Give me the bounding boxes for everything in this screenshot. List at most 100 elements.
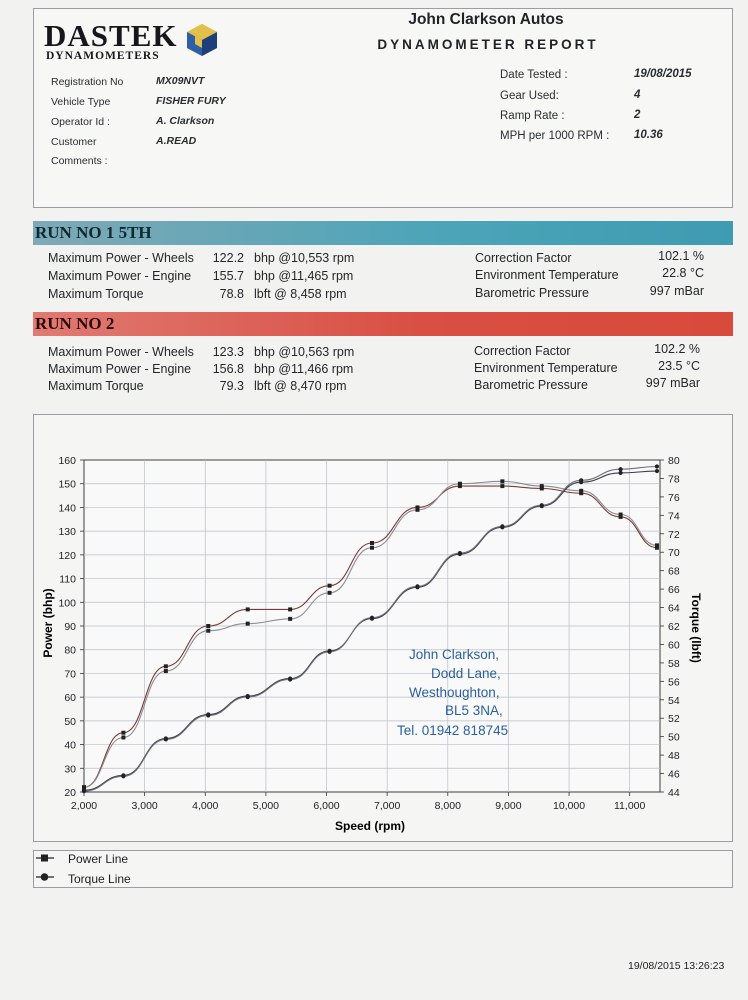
field-label: Vehicle Type <box>51 96 111 108</box>
header-panel <box>33 8 733 208</box>
y-tick-label: 60 <box>64 692 76 704</box>
run2-value: 123.3 <box>212 345 244 359</box>
ramp-rate-value: 2 <box>634 109 641 121</box>
customer-value: A.READ <box>156 135 197 147</box>
run1-label: Maximum Power - Wheels <box>48 251 194 265</box>
run2-unit: lbft @ 8,470 rpm <box>254 379 347 393</box>
y-tick-label: 90 <box>64 621 76 633</box>
torque-line-run-2-point <box>539 503 544 508</box>
y2-tick-label: 74 <box>668 510 680 522</box>
y2-tick-label: 60 <box>668 639 680 651</box>
vehicle-type-value: FISHER FURY <box>156 95 226 107</box>
date-tested-value: 19/08/2015 <box>634 68 692 80</box>
run2-value: 79.3 <box>219 379 244 393</box>
power-line-run-1-point <box>163 664 168 669</box>
power-line-run-1-point <box>415 505 420 510</box>
legend-torque-line: Torque Line <box>68 872 131 886</box>
power-line-run-1-point <box>327 583 332 588</box>
y-tick-label: 80 <box>64 645 76 657</box>
torque-line-run-1-point <box>654 468 660 474</box>
y2-tick-label: 64 <box>668 603 680 615</box>
x-tick-label: 3,000 <box>131 800 157 812</box>
run1-unit: bhp @10,553 rpm <box>254 251 355 265</box>
power-line-run-1-point <box>121 730 126 735</box>
run2-unit: bhp @10,563 rpm <box>254 345 355 359</box>
field-label: Registration No <box>51 76 124 88</box>
mph-per-1000-value: 10.36 <box>634 129 663 141</box>
run1-value: 102.1 % <box>658 249 704 263</box>
y-tick-label: 30 <box>64 763 76 775</box>
y2-tick-label: 80 <box>668 455 680 467</box>
legend-panel <box>33 850 733 888</box>
y2-tick-label: 58 <box>668 658 680 670</box>
y-tick-label: 160 <box>58 455 76 467</box>
power-line-run-1-point <box>618 514 623 519</box>
torque-line-run-2-point <box>457 551 463 556</box>
run1-unit: lbft @ 8,458 rpm <box>254 287 347 301</box>
field-label: Gear Used: <box>500 90 559 102</box>
x-tick-label: 6,000 <box>313 800 339 812</box>
power-line-run-2-point <box>618 512 623 517</box>
run2-label: Correction Factor <box>474 344 571 358</box>
run-2-banner: RUN NO 2 <box>33 312 733 336</box>
y-tick-label: 120 <box>58 550 76 562</box>
run1-value: 122.2 <box>212 251 244 265</box>
run2-label: Barometric Pressure <box>474 378 588 392</box>
power-line-run-2-point <box>370 545 374 550</box>
run2-value: 997 mBar <box>645 376 700 390</box>
run2-unit: bhp @11,466 rpm <box>254 362 354 376</box>
power-line-run-2-point <box>82 785 86 790</box>
y2-tick-label: 66 <box>668 584 680 596</box>
power-line-run-1-point <box>206 624 211 628</box>
run1-value: 22.8 °C <box>662 266 704 280</box>
run2-label: Maximum Power - Wheels <box>48 345 194 359</box>
power-line-run-2-point <box>539 484 544 489</box>
y-tick-label: 40 <box>64 740 76 752</box>
report-timestamp: 19/08/2015 13:26:23 <box>628 960 725 972</box>
y-tick-label: 110 <box>59 574 76 586</box>
y2-tick-label: 54 <box>668 695 680 707</box>
power-line-run-1-point <box>245 607 250 612</box>
torque-line-run-2-point <box>415 584 420 589</box>
stamp-line: John Clarkson, <box>409 647 499 662</box>
run1-label: Maximum Power - Engine <box>48 269 192 283</box>
y2-tick-label: 70 <box>668 547 680 559</box>
torque-line-run-2-point <box>206 713 211 718</box>
power-line-run-2-point <box>500 479 505 484</box>
legend-power-line: Power Line <box>68 852 129 866</box>
torque-line-run-2-point <box>618 467 623 472</box>
y-tick-label: 50 <box>64 716 76 728</box>
field-label: Date Tested : <box>500 69 568 81</box>
power-line-run-2-point <box>206 628 211 633</box>
logo-emblem-icon <box>187 24 217 56</box>
power-line-run-2-point <box>327 590 332 595</box>
power-line-run-2-point <box>163 669 168 674</box>
power-line-run-2-point <box>654 543 659 548</box>
y-tick-label: 70 <box>64 668 76 680</box>
power-line-run-1-point <box>579 491 584 496</box>
power-line-run-2-point <box>245 621 250 626</box>
power-line-run-2-point <box>288 616 293 621</box>
y2-tick-label: 68 <box>668 566 680 578</box>
gear-used-value: 4 <box>634 89 641 101</box>
y2-tick-label: 72 <box>668 529 680 541</box>
torque-line-run-2-point <box>579 478 584 483</box>
report-title: DYNAMOMETER REPORT <box>377 37 599 52</box>
stamp-line: Tel. 01942 818745 <box>397 723 508 738</box>
logo-wordmark: DASTEK <box>44 18 178 53</box>
stamp-line: BL5 3NA, <box>445 703 503 718</box>
x-tick-label: 5,000 <box>253 800 279 812</box>
torque-line-run-2-point <box>369 615 375 620</box>
y-tick-label: 100 <box>58 597 76 609</box>
torque-line-run-2-point <box>500 524 505 529</box>
torque-line-run-2-point <box>654 464 660 469</box>
x-tick-label: 11,000 <box>614 800 645 812</box>
torque-line-run-2-point <box>245 694 250 700</box>
power-line-run-2-point <box>121 735 126 740</box>
operator-value: A. Clarkson <box>156 115 215 127</box>
x-axis-label: Speed (rpm) <box>335 819 405 833</box>
y2-axis-label: Torque (lbft) <box>689 593 703 663</box>
y2-tick-label: 50 <box>668 732 680 744</box>
power-line-run-1-point <box>654 545 659 550</box>
power-line-run-2-point <box>415 507 420 512</box>
